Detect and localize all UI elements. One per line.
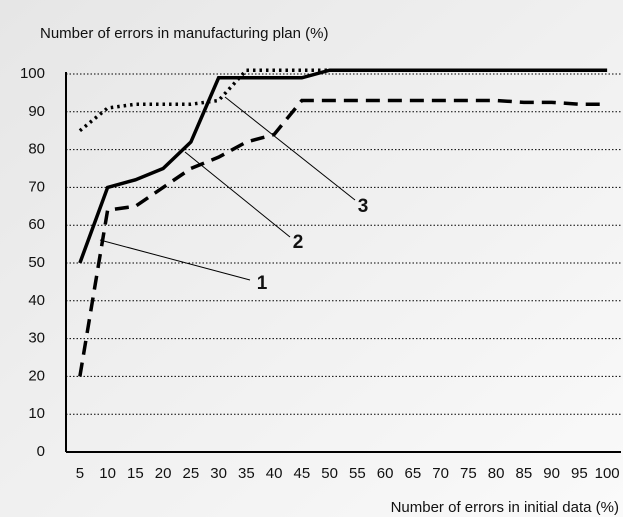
x-tick-label: 10 [99, 465, 116, 482]
x-tick-label: 85 [516, 465, 533, 482]
y-tick-label: 100 [20, 65, 45, 82]
y-tick-label: 50 [28, 254, 45, 271]
y-tick-label: 80 [28, 141, 45, 158]
leader-line [184, 151, 291, 238]
x-tick-label: 5 [76, 465, 84, 482]
x-tick-label: 65 [405, 465, 422, 482]
x-tick-label: 70 [432, 465, 449, 482]
x-tick-label: 40 [266, 465, 283, 482]
y-tick-label: 20 [28, 367, 45, 384]
x-tick-label: 55 [349, 465, 366, 482]
y-tick-label: 40 [28, 292, 45, 309]
x-tick-label: 80 [488, 465, 505, 482]
x-tick-label: 30 [210, 465, 227, 482]
leader-lines [99, 96, 356, 281]
series-label: 1 [257, 273, 268, 294]
x-tick-label: 90 [543, 465, 560, 482]
series-label: 3 [358, 196, 369, 217]
x-tick-label: 100 [595, 465, 620, 482]
x-tick-label: 35 [238, 465, 255, 482]
leader-line [99, 239, 251, 281]
x-tick-label: 45 [294, 465, 311, 482]
x-tick-label: 60 [377, 465, 394, 482]
x-tick-label: 25 [183, 465, 200, 482]
y-tick-label: 10 [28, 405, 45, 422]
y-tick-label: 90 [28, 103, 45, 120]
y-axis-title: Number of errors in manufacturing plan (… [40, 25, 328, 42]
series-line [78, 68, 608, 264]
series-label: 2 [293, 232, 304, 253]
y-tick-label: 30 [28, 330, 45, 347]
y-tick-label: 60 [28, 216, 45, 233]
y-tick-label: 70 [28, 178, 45, 195]
x-tick-label: 95 [571, 465, 588, 482]
x-tick-label: 20 [155, 465, 172, 482]
y-tick-label: 0 [37, 443, 45, 460]
leader-line [224, 96, 356, 201]
x-tick-label: 75 [460, 465, 477, 482]
x-tick-label: 50 [321, 465, 338, 482]
x-axis-title: Number of errors in initial data (%) [391, 499, 619, 516]
x-tick-label: 15 [127, 465, 144, 482]
